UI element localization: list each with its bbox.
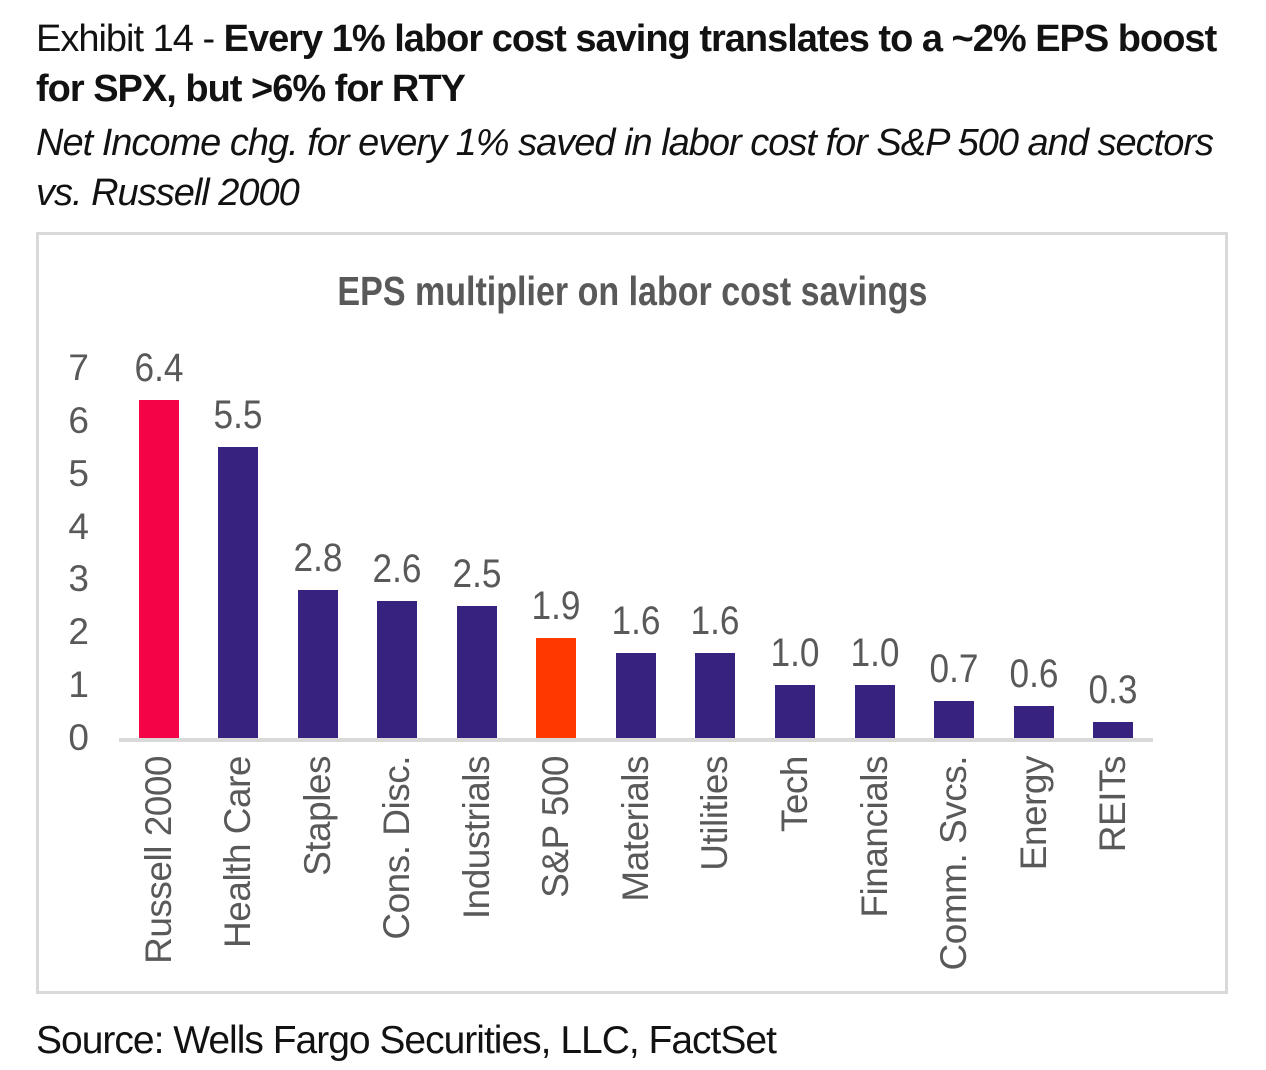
x-axis-label: Comm. Svcs.	[933, 756, 975, 971]
y-tick-label: 1	[68, 664, 89, 706]
plot-area: 7 6 5 4 3 2 1 0 6.4 Russell 2000 5.5 Health Care 2.…	[68, 348, 1153, 971]
y-tick-label: 3	[68, 558, 89, 600]
bar-russell-2000	[138, 399, 179, 738]
bar-value-label: 1.0	[770, 631, 820, 676]
x-axis-label: Utilities	[694, 756, 736, 871]
source-note: Source: Wells Fargo Securities, LLC, Fac…	[36, 1019, 777, 1062]
exhibit-title: Exhibit 14 - Every 1% labor cost saving …	[36, 14, 1221, 114]
bar-value-label: 1.0	[850, 631, 900, 676]
bar-comm-svcs	[934, 701, 975, 738]
x-axis-label: Tech	[774, 756, 816, 833]
bar-financials	[854, 685, 895, 738]
bar-column-comm-svcs: 0.7 Comm. Svcs.	[914, 368, 994, 970]
x-axis-label: Materials	[614, 756, 656, 902]
bar-column-health-care: 5.5 Health Care	[199, 368, 279, 948]
bar-column-staples: 2.8 Staples	[278, 368, 358, 876]
bar-reits	[1093, 722, 1134, 738]
bar-column-industrials: 2.5 Industrials	[437, 368, 517, 919]
x-axis-label: Staples	[296, 756, 338, 876]
chart-title-row: EPS multiplier on labor cost savings	[39, 269, 1225, 313]
bar-column-tech: 1.0 Tech	[755, 368, 835, 832]
y-tick-label: 4	[68, 505, 89, 547]
bar-cons-disc	[377, 600, 418, 738]
bar-health-care	[218, 447, 259, 738]
exhibit-number-label: Exhibit 14 -	[36, 18, 224, 60]
x-axis-label: Industrials	[455, 756, 497, 920]
y-tick-label: 5	[68, 452, 89, 494]
bar-value-label: 0.6	[1009, 652, 1059, 697]
bar-column-russell-2000: 6.4 Russell 2000	[119, 348, 199, 964]
bar-column-reits: 0.3 REITs	[1073, 368, 1153, 852]
bar-column-s-p-500: 1.9 S&P 500	[517, 368, 597, 898]
y-tick-label: 2	[68, 611, 89, 653]
chart-container: EPS multiplier on labor cost savings 7 6 5…	[36, 232, 1228, 994]
y-tick-label: 6	[68, 399, 89, 441]
bar-value-label: 5.5	[213, 393, 263, 438]
y-tick-label: 7	[68, 347, 89, 388]
bar-staples	[297, 590, 338, 738]
bar-series: 6.4 Russell 2000 5.5 Health Care 2.8 Staples 2…	[119, 348, 1153, 971]
bar-value-label: 0.7	[929, 647, 979, 691]
bar-value-label: 1.6	[611, 599, 661, 644]
bar-value-label: 2.6	[372, 546, 422, 591]
x-axis-label: REITs	[1092, 756, 1134, 853]
bar-industrials	[456, 605, 497, 738]
x-axis-label: Cons. Disc.	[376, 756, 418, 940]
bar-column-cons-disc: 2.6 Cons. Disc.	[358, 368, 438, 940]
bar-value-label: 2.8	[293, 536, 343, 580]
bar-energy	[1013, 706, 1054, 738]
bar-value-label: 6.4	[134, 345, 184, 390]
bar-s-p-500	[536, 637, 577, 738]
y-tick-label: 0	[68, 717, 89, 758]
x-axis-label: S&P 500	[535, 756, 577, 898]
x-axis-label: Energy	[1012, 756, 1054, 871]
bar-value-label: 2.5	[452, 551, 502, 596]
bar-value-label: 1.6	[691, 599, 740, 644]
x-axis-label: Financials	[853, 756, 895, 918]
bar-utilities	[695, 653, 736, 738]
x-axis-label: Russell 2000	[137, 756, 179, 964]
bar-value-label: 1.9	[531, 583, 581, 628]
bar-column-utilities: 1.6 Utilities	[676, 368, 756, 870]
exhibit-subtitle: Net Income chg. for every 1% saved in la…	[36, 122, 1214, 214]
bar-column-energy: 0.6 Energy	[994, 368, 1074, 870]
bar-column-materials: 1.6 Materials	[596, 368, 676, 901]
exhibit-title-bold: Every 1% labor cost saving translates to…	[36, 18, 1217, 110]
bar-materials	[615, 653, 656, 738]
x-axis-label: Health Care	[217, 756, 259, 948]
chart-title: EPS multiplier on labor cost savings	[336, 268, 928, 314]
bar-tech	[775, 685, 816, 738]
bar-value-label: 0.3	[1088, 668, 1138, 713]
bar-column-financials: 1.0 Financials	[835, 368, 915, 917]
